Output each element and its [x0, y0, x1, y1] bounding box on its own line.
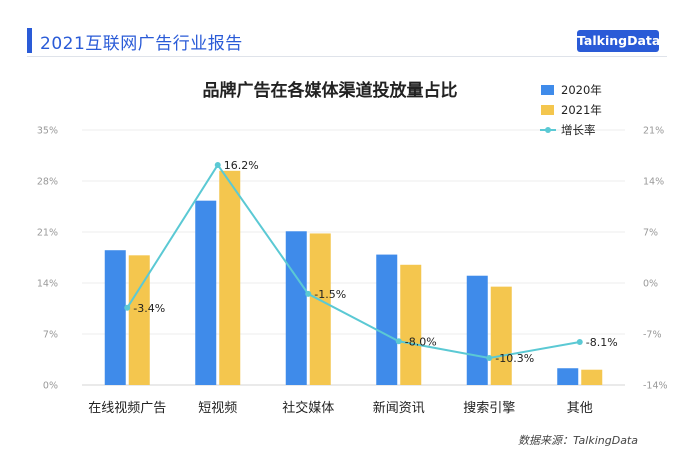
- legend-label: 2020年: [561, 83, 602, 97]
- growth-rate-point: [305, 290, 312, 297]
- bar-2020: [376, 254, 398, 385]
- growth-rate-point: [395, 338, 402, 345]
- growth-rate-point: [214, 161, 221, 168]
- bar-2021: [581, 369, 603, 385]
- bar-2021: [128, 255, 150, 385]
- report-header: 2021互联网广告行业报告 TalkingData: [0, 0, 700, 60]
- report-title: 2021互联网广告行业报告: [40, 34, 243, 54]
- chart-title: 品牌广告在各媒体渠道投放量占比: [203, 80, 458, 101]
- legend-marker: [545, 127, 551, 133]
- y-right-tick-label: -14%: [643, 381, 668, 392]
- bar-2020: [466, 275, 488, 385]
- bar-2020: [557, 368, 579, 385]
- bar-2021: [309, 233, 331, 385]
- y-left-tick-label: 35%: [37, 126, 58, 137]
- y-right-tick-label: 7%: [643, 228, 658, 239]
- y-left-tick-label: 28%: [37, 177, 58, 188]
- y-left-tick-label: 0%: [43, 381, 58, 392]
- y-left-tick-label: 14%: [37, 279, 58, 290]
- bar-2020: [195, 200, 217, 385]
- legend-label: 2021年: [561, 103, 602, 117]
- x-tick-label: 短视频: [198, 401, 237, 416]
- x-tick-label: 社交媒体: [282, 400, 334, 416]
- accent-bar: [27, 28, 32, 53]
- growth-data-label: -8.0%: [405, 335, 437, 348]
- bar-2021: [400, 264, 422, 385]
- header-divider: [27, 56, 667, 57]
- bar-2020: [104, 250, 126, 385]
- y-right-tick-label: 21%: [643, 126, 664, 137]
- y-left-tick-label: 21%: [37, 228, 58, 239]
- growth-rate-line: [126, 163, 580, 360]
- growth-data-label: -3.4%: [133, 302, 165, 315]
- growth-rate-point: [486, 355, 493, 362]
- legend-swatch: [541, 85, 554, 95]
- growth-rate-point: [124, 304, 131, 311]
- y-right-tick-label: -7%: [643, 330, 662, 341]
- bar-2020: [285, 231, 307, 385]
- legend-label: 增长率: [561, 123, 596, 137]
- growth-data-label: -1.5%: [314, 288, 346, 301]
- bar-2021: [490, 286, 512, 385]
- growth-data-label: -10.3%: [495, 352, 534, 365]
- brand-logo: TalkingData: [577, 30, 660, 52]
- x-tick-label: 其他: [567, 401, 593, 416]
- y-right-tick-label: 14%: [643, 177, 664, 188]
- x-tick-label: 新闻资讯: [373, 400, 425, 416]
- legend-swatch: [541, 105, 554, 115]
- y-left-tick-label: 7%: [43, 330, 58, 341]
- growth-rate-point: [576, 339, 583, 346]
- x-tick-label: 搜索引擎: [463, 401, 515, 416]
- bar-2021: [219, 170, 241, 385]
- growth-data-label: -8.1%: [586, 336, 618, 349]
- growth-data-label: 16.2%: [224, 159, 259, 172]
- source-note: 数据来源：TalkingData: [517, 434, 638, 447]
- x-tick-label: 在线视频广告: [88, 401, 166, 416]
- y-right-tick-label: 0%: [643, 279, 658, 290]
